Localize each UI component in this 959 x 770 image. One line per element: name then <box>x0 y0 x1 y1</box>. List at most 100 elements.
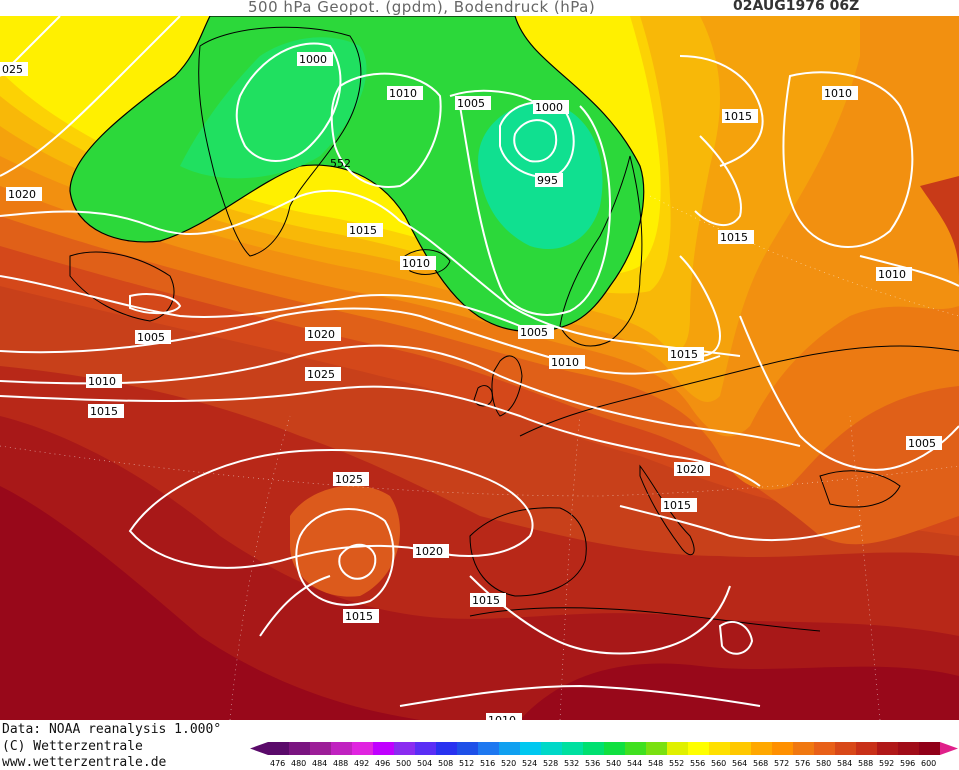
isobar-1010-east-text: 1010 <box>824 87 852 100</box>
isobar-1010-iceland-box <box>387 86 423 100</box>
isobar-1010-sahara-text: 1010 <box>488 714 516 720</box>
scale-label: 504 <box>417 759 432 768</box>
scale-label: 580 <box>816 759 831 768</box>
scale-right-arrow <box>940 742 958 755</box>
isobar-1015-africa-text: 1015 <box>345 610 373 623</box>
footer-url: www.wetterzentrale.de <box>2 755 167 770</box>
color-scale-legend: 476 480 484 488 492 496 500 504 508 512 516 520 524 5… <box>250 742 958 768</box>
isobar-1005-iceland: 1005 <box>455 96 491 110</box>
scale-label: 544 <box>627 759 642 768</box>
isobar-1015-italy-text: 1015 <box>663 499 691 512</box>
scale-label: 476 <box>270 759 285 768</box>
isobar-1010-sahara-box <box>486 713 522 720</box>
isobar-1025-azores-box <box>333 472 369 486</box>
isobar-line-22 <box>338 543 377 580</box>
scale-swatch <box>583 742 604 755</box>
isobar-1015-africa: 1015 <box>343 609 379 623</box>
scale-label: 600 <box>921 759 936 768</box>
color-scale-labels: 476 480 484 488 492 496 500 504 508 512 516 520 524 5… <box>270 759 936 768</box>
coast-africa <box>469 607 821 632</box>
scale-swatch <box>310 742 331 755</box>
scale-swatch <box>730 742 751 755</box>
isobar-1015-atlantic: 1015 <box>88 404 124 418</box>
isobar-line-4 <box>330 72 442 188</box>
graticule-line-4 <box>849 415 881 720</box>
scale-swatch <box>415 742 436 755</box>
scale-swatch <box>352 742 373 755</box>
scale-swatch <box>541 742 562 755</box>
isobar-1010-atlantic: 1010 <box>86 374 122 388</box>
coast-scandinavia <box>559 155 643 347</box>
isobar-1025-azores: 1025 <box>333 472 369 486</box>
coast-iceland <box>404 249 451 275</box>
isobar-1005-newfoundland: 1005 <box>135 330 171 344</box>
scale-label: 588 <box>858 759 873 768</box>
isobar-1010-east: 1010 <box>822 86 858 100</box>
isobar-line-8 <box>459 105 612 316</box>
isobar-line-14 <box>0 385 761 487</box>
isobar-1015-africa-box <box>343 609 379 623</box>
scale-swatch <box>667 742 688 755</box>
geopotential-fill-552 <box>69 16 645 332</box>
scale-swatch <box>814 742 835 755</box>
isobar-1010-greenland: 1010 <box>400 256 436 270</box>
isobar-line-13 <box>0 344 801 447</box>
isobar-1020-alps-text: 1020 <box>676 463 704 476</box>
isobar-1010-east-box <box>822 86 858 100</box>
isobar-1015-italy: 1015 <box>661 498 697 512</box>
scale-swatch <box>919 742 940 755</box>
isobar-1025-atlantic: 1025 <box>305 367 341 381</box>
scale-swatch <box>436 742 457 755</box>
scale-swatch <box>646 742 667 755</box>
isobar-1020-iberia-text: 1020 <box>415 545 443 558</box>
isobar-1005-iceland-box <box>455 96 491 110</box>
isobar-1025-azores-text: 1025 <box>335 473 363 486</box>
isobar-995-low-text: 995 <box>537 174 558 187</box>
scale-swatch <box>499 742 520 755</box>
scale-label: 484 <box>312 759 327 768</box>
isobar-1015-atlantic-text: 1015 <box>90 405 118 418</box>
isobar-1020-iberia-box <box>413 544 449 558</box>
map-datetime: 02AUG1976 06Z <box>733 0 860 14</box>
isobar-line-15 <box>679 55 764 167</box>
scale-swatch <box>478 742 499 755</box>
scale-label: 528 <box>543 759 558 768</box>
isobar-line-27 <box>718 621 754 655</box>
isobar-line-24 <box>259 575 331 637</box>
coast-iberia <box>469 507 587 597</box>
scale-swatch <box>289 742 310 755</box>
isobar-1015-atlantic-box <box>88 404 124 418</box>
scale-swatch <box>520 742 541 755</box>
scale-label: 552 <box>669 759 684 768</box>
scale-label: 508 <box>438 759 453 768</box>
scale-label: 488 <box>333 759 348 768</box>
isobar-line-3 <box>235 42 342 162</box>
graticule-line-2 <box>559 415 581 720</box>
footer-source: Data: NOAA reanalysis 1.000° <box>2 722 222 737</box>
isobar-line-16 <box>694 135 742 226</box>
coastlines <box>69 26 959 632</box>
scale-swatch <box>709 742 730 755</box>
isobar-1000-norway: 1000 <box>533 100 569 114</box>
isobar-1015-greenland-box <box>347 223 383 237</box>
scale-label: 584 <box>837 759 852 768</box>
geopotential-fill-596-africa <box>520 663 959 720</box>
geopotential-fill-592 <box>0 416 959 720</box>
isobar-line-18 <box>859 255 959 287</box>
geopotential-fill-588-east <box>920 176 959 276</box>
isobar-1000-greenland-box <box>297 52 333 66</box>
scale-label: 596 <box>900 759 915 768</box>
map-title: 500 hPa Geopot. (gpdm), Bodendruck (hPa) <box>248 0 596 16</box>
isobar-1010-russia-text: 1010 <box>878 268 906 281</box>
weather-map: 552 025 1000 1010 1005 1000 995 1015 1010 1020 10… <box>0 16 959 720</box>
scale-swatch <box>331 742 352 755</box>
isobar-1010-greenland-box <box>400 256 436 270</box>
isobar-line-28 <box>399 684 761 707</box>
isobar-line-9 <box>0 189 401 235</box>
isobar-1005-northsea: 1005 <box>518 325 554 339</box>
scale-swatch <box>688 742 709 755</box>
isobar-1010-greenland-text: 1010 <box>402 257 430 270</box>
geopotential-fill-596 <box>0 486 420 720</box>
isobar-995-low-box <box>535 173 563 187</box>
scale-swatch <box>625 742 646 755</box>
